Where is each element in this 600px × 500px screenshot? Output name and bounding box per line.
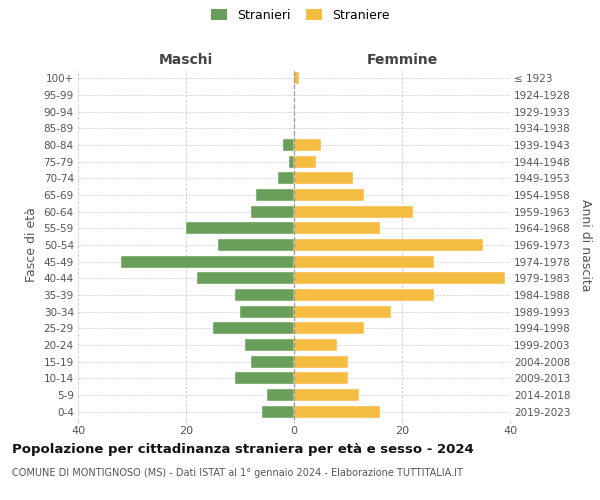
Bar [235, 289, 294, 301]
Bar [289, 156, 294, 168]
Bar [294, 72, 299, 85]
Bar [294, 239, 483, 251]
Y-axis label: Fasce di età: Fasce di età [25, 208, 38, 282]
Text: Femmine: Femmine [367, 54, 437, 68]
Text: Maschi: Maschi [159, 54, 213, 68]
Bar [218, 239, 294, 251]
Bar [294, 222, 380, 234]
Bar [294, 322, 364, 334]
Bar [294, 289, 434, 301]
Bar [121, 256, 294, 268]
Bar [251, 356, 294, 368]
Bar [294, 139, 321, 151]
Bar [262, 406, 294, 417]
Bar [245, 339, 294, 351]
Bar [251, 206, 294, 218]
Bar [294, 272, 505, 284]
Bar [294, 172, 353, 184]
Y-axis label: Anni di nascita: Anni di nascita [579, 198, 592, 291]
Bar [267, 389, 294, 401]
Bar [283, 139, 294, 151]
Bar [294, 389, 359, 401]
Text: COMUNE DI MONTIGNOSO (MS) - Dati ISTAT al 1° gennaio 2024 - Elaborazione TUTTITA: COMUNE DI MONTIGNOSO (MS) - Dati ISTAT a… [12, 468, 463, 477]
Bar [294, 406, 380, 417]
Bar [294, 206, 413, 218]
Bar [294, 156, 316, 168]
Bar [294, 356, 348, 368]
Bar [213, 322, 294, 334]
Legend: Stranieri, Straniere: Stranieri, Straniere [211, 8, 389, 22]
Bar [294, 339, 337, 351]
Bar [186, 222, 294, 234]
Bar [256, 189, 294, 201]
Bar [197, 272, 294, 284]
Bar [235, 372, 294, 384]
Bar [294, 256, 434, 268]
Bar [294, 306, 391, 318]
Bar [278, 172, 294, 184]
Text: Popolazione per cittadinanza straniera per età e sesso - 2024: Popolazione per cittadinanza straniera p… [12, 442, 474, 456]
Bar [294, 189, 364, 201]
Bar [294, 372, 348, 384]
Bar [240, 306, 294, 318]
